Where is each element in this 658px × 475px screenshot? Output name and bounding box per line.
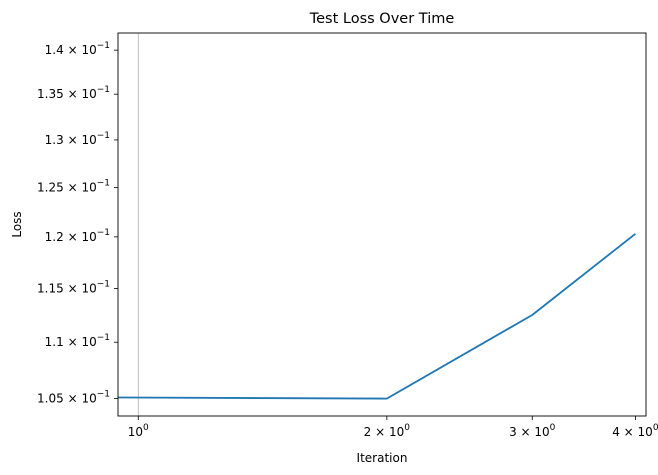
y-tick-label: 1.2 × 10−1	[45, 228, 110, 244]
x-tick-label: 4 × 100	[612, 423, 658, 439]
y-ticks: 1.05 × 10−1 1.1 × 10−1 1.15 × 10−1 1.2 × 10…	[37, 41, 118, 406]
x-tick-label: 3 × 100	[509, 423, 556, 439]
y-tick-label: 1.4 × 10−1	[45, 41, 110, 57]
plot-frame	[117, 32, 647, 417]
y-tick-label: 1.1 × 10−1	[45, 333, 110, 349]
x-ticks: 100 2 × 100 3 × 100 4 × 100	[128, 416, 658, 439]
y-axis-label: Loss	[10, 211, 24, 237]
x-tick-label: 100	[128, 423, 149, 439]
series-layer	[118, 233, 636, 400]
y-tick-label: 1.15 × 10−1	[37, 279, 110, 295]
series-line	[118, 233, 636, 400]
y-tick-label: 1.25 × 10−1	[37, 178, 110, 194]
chart-title: Test Loss Over Time	[309, 11, 455, 27]
y-tick-label: 1.3 × 10−1	[45, 131, 110, 147]
x-axis-label: Iteration	[357, 451, 408, 465]
y-tick-label: 1.05 × 10−1	[37, 390, 110, 406]
x-tick-label: 2 × 100	[364, 423, 411, 439]
y-tick-label: 1.35 × 10−1	[37, 85, 110, 101]
